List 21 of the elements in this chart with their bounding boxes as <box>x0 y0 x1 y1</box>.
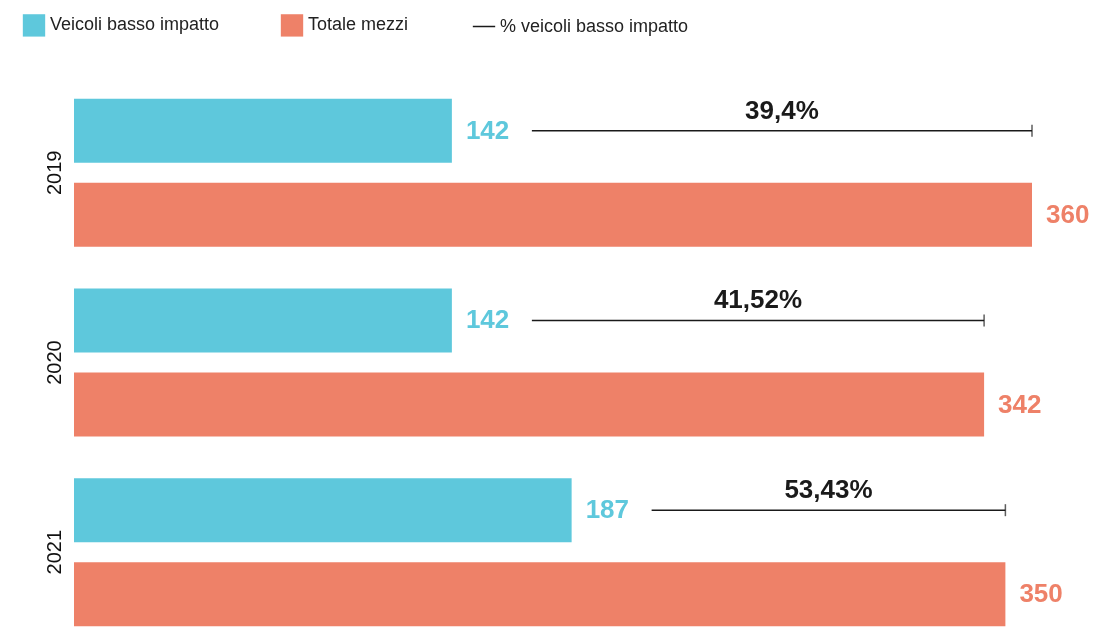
bar <box>74 182 1032 247</box>
data-label: 360 <box>1046 198 1090 229</box>
annotation: 41,52% <box>713 284 803 315</box>
bar <box>74 372 985 437</box>
bar <box>74 98 452 163</box>
legend-label: Totale mezzi <box>308 14 409 35</box>
y-tick-label: 2021 <box>42 529 65 575</box>
data-label: 142 <box>465 114 510 145</box>
text: % veicoli basso impatto <box>500 15 689 36</box>
annotation: 53,43% <box>784 474 873 505</box>
bar <box>74 478 572 543</box>
y-tick-label: 2019 <box>42 150 65 196</box>
data-label: 342 <box>998 388 1042 419</box>
data-label: 187 <box>585 494 630 525</box>
legend-label: Veicoli basso impatto <box>50 14 220 35</box>
y-tick-label: 2020 <box>42 340 65 385</box>
data-label: 142 <box>465 304 510 335</box>
bar <box>74 288 452 353</box>
annotation: 39,4% <box>745 94 819 125</box>
data-label: 350 <box>1019 578 1063 609</box>
bar <box>74 562 1006 627</box>
